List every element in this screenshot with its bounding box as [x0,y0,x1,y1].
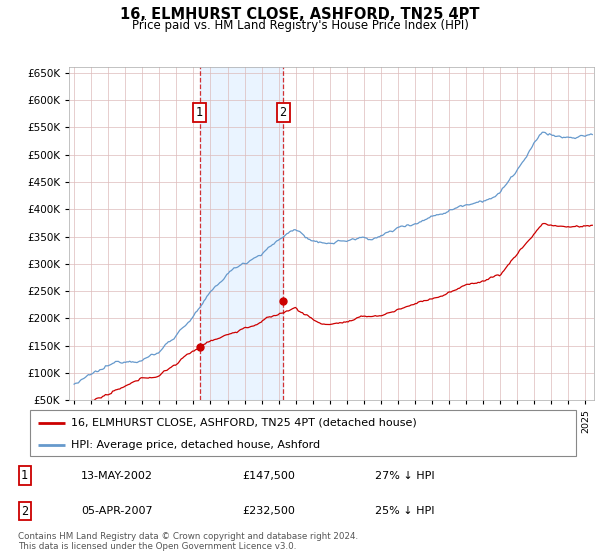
FancyBboxPatch shape [30,410,576,456]
Text: 27% ↓ HPI: 27% ↓ HPI [375,470,434,480]
Text: Contains HM Land Registry data © Crown copyright and database right 2024.
This d: Contains HM Land Registry data © Crown c… [18,532,358,552]
Text: 13-MAY-2002: 13-MAY-2002 [81,470,153,480]
Text: 25% ↓ HPI: 25% ↓ HPI [375,506,434,516]
Text: 1: 1 [196,106,203,119]
Bar [200,67,283,400]
Text: 16, ELMHURST CLOSE, ASHFORD, TN25 4PT: 16, ELMHURST CLOSE, ASHFORD, TN25 4PT [120,7,480,22]
Text: 2: 2 [21,505,28,517]
Text: HPI: Average price, detached house, Ashford: HPI: Average price, detached house, Ashf… [71,440,320,450]
Text: Price paid vs. HM Land Registry's House Price Index (HPI): Price paid vs. HM Land Registry's House … [131,19,469,32]
Text: 1: 1 [21,469,28,482]
Text: £147,500: £147,500 [242,470,295,480]
Text: 16, ELMHURST CLOSE, ASHFORD, TN25 4PT (detached house): 16, ELMHURST CLOSE, ASHFORD, TN25 4PT (d… [71,418,416,428]
Text: 05-APR-2007: 05-APR-2007 [81,506,153,516]
Text: 2: 2 [280,106,287,119]
Text: £232,500: £232,500 [242,506,295,516]
